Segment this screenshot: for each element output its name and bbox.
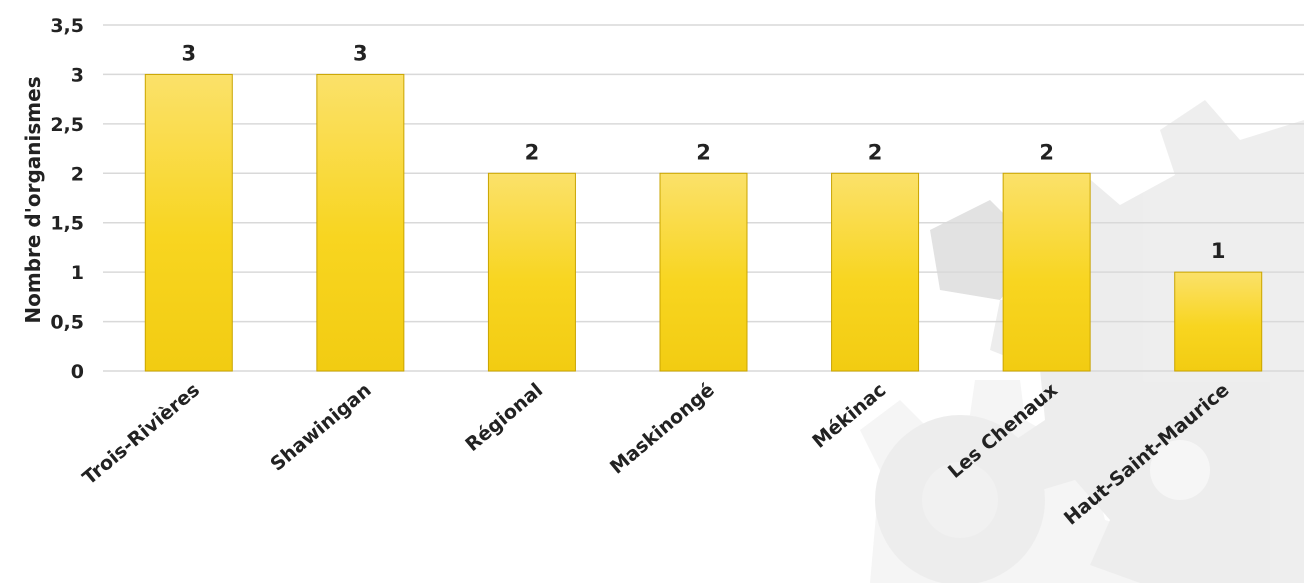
bars xyxy=(144,73,1263,372)
y-tick-label: 1,5 xyxy=(50,213,84,235)
data-label: 2 xyxy=(696,140,711,164)
y-tick-label: 3 xyxy=(71,64,84,86)
x-category-label: Maskinongé xyxy=(606,379,719,479)
y-axis-ticks: 0 0,5 1 1,5 2 2,5 3 3,5 xyxy=(50,15,84,383)
bar xyxy=(1174,271,1263,372)
bar xyxy=(144,73,233,372)
y-tick-label: 0,5 xyxy=(50,312,84,334)
bar xyxy=(487,172,576,372)
x-category-label: Trois-Rivières xyxy=(78,379,204,489)
data-label: 3 xyxy=(181,41,196,65)
data-labels: 3 3 2 2 2 2 1 xyxy=(181,41,1225,263)
y-axis-title: Nombre d'organismes xyxy=(21,76,45,323)
y-tick-label: 0 xyxy=(71,361,84,383)
y-tick-label: 2 xyxy=(71,163,84,185)
bar xyxy=(831,172,920,372)
data-label: 2 xyxy=(525,140,540,164)
bar xyxy=(659,172,748,372)
data-label: 1 xyxy=(1211,239,1226,263)
bar xyxy=(316,73,405,372)
bar xyxy=(1002,172,1091,372)
x-category-label: Shawinigan xyxy=(266,379,375,476)
x-category-label: Régional xyxy=(461,379,547,456)
y-tick-label: 1 xyxy=(71,262,84,284)
y-tick-label: 3,5 xyxy=(50,15,84,37)
data-label: 3 xyxy=(353,41,368,65)
y-tick-label: 2,5 xyxy=(50,114,84,136)
data-label: 2 xyxy=(1039,140,1054,164)
data-label: 2 xyxy=(868,140,883,164)
